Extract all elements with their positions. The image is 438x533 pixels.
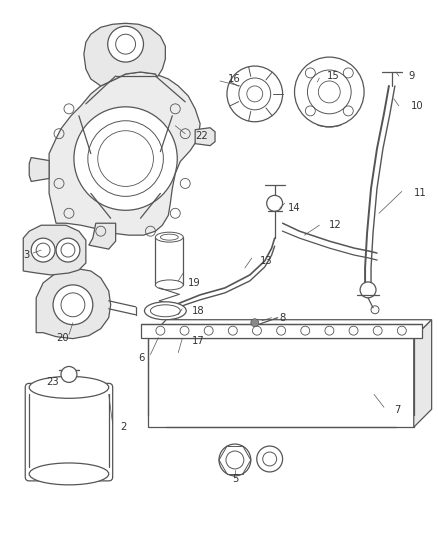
Circle shape bbox=[107, 26, 143, 62]
Polygon shape bbox=[195, 128, 215, 146]
Text: 14: 14 bbox=[287, 203, 300, 213]
Circle shape bbox=[74, 107, 177, 211]
Circle shape bbox=[266, 196, 282, 211]
Text: 20: 20 bbox=[56, 333, 68, 343]
FancyBboxPatch shape bbox=[25, 383, 113, 481]
Circle shape bbox=[294, 57, 363, 127]
Text: 15: 15 bbox=[327, 71, 339, 81]
Circle shape bbox=[56, 238, 80, 262]
Ellipse shape bbox=[155, 232, 183, 242]
Polygon shape bbox=[148, 337, 413, 427]
Polygon shape bbox=[36, 268, 110, 338]
Text: 17: 17 bbox=[192, 336, 205, 345]
Circle shape bbox=[250, 319, 258, 327]
Ellipse shape bbox=[29, 376, 109, 398]
Text: 13: 13 bbox=[259, 256, 272, 266]
Ellipse shape bbox=[155, 280, 183, 290]
Text: 7: 7 bbox=[393, 405, 399, 415]
Polygon shape bbox=[148, 320, 431, 337]
Text: 16: 16 bbox=[227, 74, 240, 84]
Ellipse shape bbox=[29, 463, 109, 485]
Text: 8: 8 bbox=[279, 313, 285, 323]
Text: 19: 19 bbox=[188, 278, 201, 288]
Circle shape bbox=[31, 238, 55, 262]
Circle shape bbox=[359, 282, 375, 298]
Circle shape bbox=[53, 285, 92, 325]
Text: 3: 3 bbox=[23, 250, 29, 260]
Text: 11: 11 bbox=[413, 188, 426, 198]
Polygon shape bbox=[88, 223, 115, 249]
Text: 10: 10 bbox=[410, 101, 422, 111]
Ellipse shape bbox=[154, 351, 184, 365]
Polygon shape bbox=[23, 225, 86, 275]
Circle shape bbox=[61, 367, 77, 382]
Circle shape bbox=[226, 66, 282, 122]
Bar bbox=[155, 237, 183, 285]
Polygon shape bbox=[49, 72, 200, 235]
Text: 2: 2 bbox=[120, 422, 127, 432]
Polygon shape bbox=[140, 324, 421, 337]
Text: 5: 5 bbox=[231, 474, 237, 484]
Polygon shape bbox=[84, 23, 165, 86]
Text: 23: 23 bbox=[46, 377, 59, 387]
Text: 9: 9 bbox=[408, 71, 414, 81]
Ellipse shape bbox=[144, 302, 186, 320]
Polygon shape bbox=[29, 158, 49, 181]
Polygon shape bbox=[413, 320, 431, 427]
Circle shape bbox=[256, 446, 282, 472]
Text: 22: 22 bbox=[195, 131, 208, 141]
Text: 6: 6 bbox=[138, 352, 145, 362]
Circle shape bbox=[219, 444, 250, 476]
Text: 12: 12 bbox=[328, 220, 341, 230]
Text: 18: 18 bbox=[192, 306, 205, 316]
